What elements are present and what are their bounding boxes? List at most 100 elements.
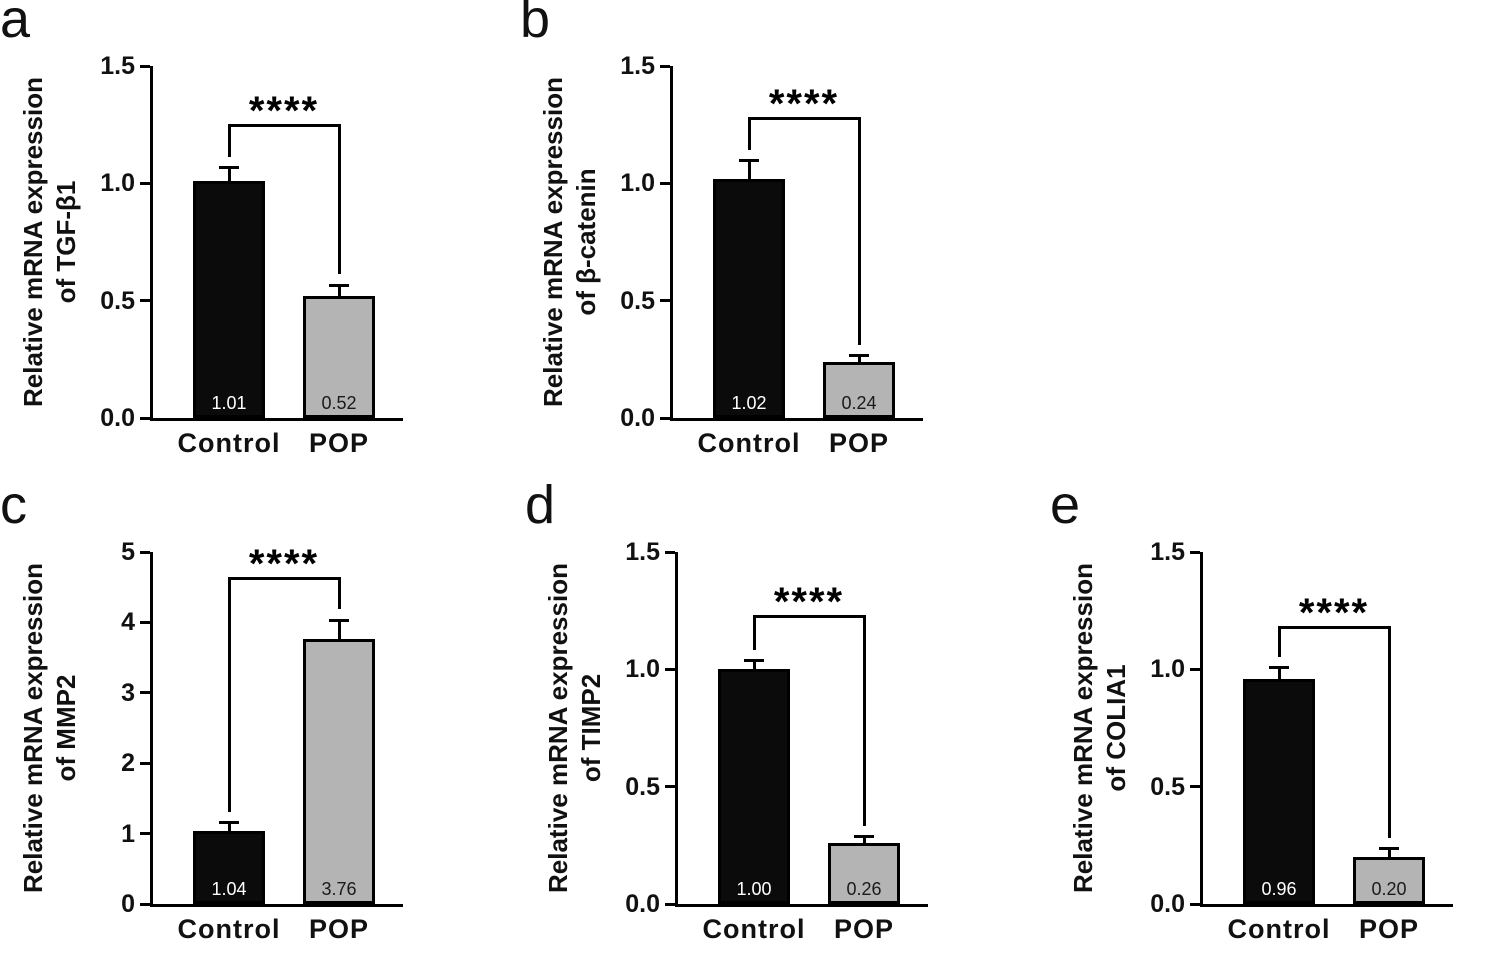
y-tick-label: 0 xyxy=(121,890,135,918)
significance-bracket-leg xyxy=(337,124,341,275)
significance-bracket-leg xyxy=(337,577,341,610)
bar-value-label: 1.00 xyxy=(736,879,772,899)
y-axis-label-line-1: Relative mRNA expression xyxy=(18,563,48,893)
significance-bracket xyxy=(1277,626,1391,630)
bar-value-label: 1.02 xyxy=(731,393,767,413)
y-tick-label: 0.0 xyxy=(625,890,660,918)
y-tick-mark xyxy=(140,761,150,765)
significance-bracket xyxy=(227,124,341,128)
significance-stars: **** xyxy=(1298,591,1370,636)
significance-stars: **** xyxy=(248,89,320,134)
panel-letter: c xyxy=(0,475,27,535)
y-tick-label: 0.5 xyxy=(100,286,135,315)
x-tick-label-pop: POP xyxy=(308,914,370,944)
significance-bracket-leg xyxy=(227,124,231,157)
y-axis-label-line-1: Relative mRNA expression xyxy=(18,77,48,407)
y-tick-label: 0.0 xyxy=(100,404,135,432)
bar-value-label: 0.20 xyxy=(1371,879,1407,899)
y-axis-label-line-2: of TIMP2 xyxy=(575,673,606,783)
error-bar-cap xyxy=(854,835,874,839)
y-axis-label-line-2: of TGF-β1 xyxy=(50,180,81,304)
error-bar xyxy=(1387,850,1391,858)
bar-pop xyxy=(823,361,895,418)
significance-bracket-leg xyxy=(747,117,751,150)
error-bar-cap xyxy=(1269,666,1289,670)
y-tick-mark xyxy=(140,832,150,836)
bar-pop xyxy=(303,639,375,904)
y-tick-mark xyxy=(1190,550,1200,554)
y-axis-label-line-2: of β-catenin xyxy=(570,168,601,316)
significance-stars: **** xyxy=(768,81,840,126)
bar-value-label: 3.76 xyxy=(321,879,357,899)
y-tick-label: 1.5 xyxy=(1150,538,1185,566)
bar-value-label: 1.01 xyxy=(211,393,247,413)
y-tick-mark xyxy=(665,550,675,554)
y-tick-mark xyxy=(1190,785,1200,789)
y-axis-label-line-1: Relative mRNA expression xyxy=(1068,563,1098,893)
y-tick-mark xyxy=(1190,667,1200,671)
x-tick-label-control: Control xyxy=(697,428,801,458)
significance-stars: **** xyxy=(248,542,320,587)
y-tick-label: 1.0 xyxy=(1150,655,1185,684)
significance-bracket-leg xyxy=(1387,626,1391,838)
significance-bracket xyxy=(752,614,866,618)
significance-bracket-leg xyxy=(857,116,861,345)
y-tick-mark xyxy=(665,785,675,789)
y-tick-label: 1.5 xyxy=(625,538,660,566)
y-tick-label: 0.0 xyxy=(1150,890,1185,918)
error-bar xyxy=(857,357,861,362)
y-tick-label: 4 xyxy=(121,608,135,637)
x-tick-label-pop: POP xyxy=(833,914,895,944)
bar-value-label: 0.24 xyxy=(841,393,877,413)
error-bar-cap xyxy=(739,159,759,163)
bar-value-label: 0.52 xyxy=(321,393,357,413)
error-bar xyxy=(747,162,751,179)
plot-area: 0.0 0.5 1.0 1.5 1.00 Control 0.26 POP **** xyxy=(625,538,928,944)
bar-control xyxy=(718,669,790,904)
y-tick-mark xyxy=(660,416,670,420)
y-tick-mark xyxy=(1190,902,1200,906)
y-tick-mark xyxy=(140,299,150,303)
x-tick-label-control: Control xyxy=(177,914,281,944)
panel-letter: b xyxy=(520,0,551,49)
y-tick-mark xyxy=(660,64,670,68)
y-axis-label: Relative mRNA expression of COLIA1 xyxy=(1067,552,1143,904)
panel-letter: d xyxy=(525,475,556,535)
chart-panel-b: b Relative mRNA expression of β-catenin 0.0… xyxy=(520,0,1000,482)
error-bar xyxy=(752,662,756,670)
error-bar-cap xyxy=(329,618,349,622)
bar-control xyxy=(1243,678,1315,904)
error-bar xyxy=(1277,669,1281,679)
error-bar-cap xyxy=(329,283,349,287)
y-tick-label: 1.5 xyxy=(100,52,135,80)
plot-area: 0.0 0.5 1.0 1.5 1.01 Control 0.52 POP **** xyxy=(100,52,403,458)
error-bar-cap xyxy=(219,821,239,825)
y-tick-label: 0.5 xyxy=(1150,772,1185,801)
bar-control xyxy=(193,830,265,904)
y-tick-mark xyxy=(140,620,150,624)
y-tick-label: 1.0 xyxy=(625,655,660,684)
significance-bracket xyxy=(227,577,341,581)
x-tick-label-pop: POP xyxy=(308,428,370,458)
y-tick-label: 1.0 xyxy=(100,169,135,198)
y-tick-mark xyxy=(140,902,150,906)
y-tick-mark xyxy=(660,299,670,303)
bar-pop xyxy=(828,843,900,904)
y-axis-label-line-2: of MMP2 xyxy=(50,674,81,782)
chart-panel-d: d Relative mRNA expression of TIMP2 0.0 0.5 1… xyxy=(525,475,1005,968)
y-axis-label-line-1: Relative mRNA expression xyxy=(538,77,568,407)
significance-bracket xyxy=(747,116,861,120)
x-tick-label-control: Control xyxy=(177,428,281,458)
y-tick-mark xyxy=(140,416,150,420)
y-axis-label: Relative mRNA expression of β-catenin xyxy=(537,66,613,418)
significance-bracket-leg xyxy=(752,614,756,650)
y-tick-label: 1.5 xyxy=(620,52,655,80)
bar-control xyxy=(713,178,785,418)
y-tick-label: 0.5 xyxy=(625,772,660,801)
error-bar xyxy=(337,621,341,640)
y-tick-mark xyxy=(665,667,675,671)
y-tick-label: 0.5 xyxy=(620,286,655,315)
y-axis-label: Relative mRNA expression of MMP2 xyxy=(17,552,93,904)
y-tick-label: 1 xyxy=(121,819,135,848)
